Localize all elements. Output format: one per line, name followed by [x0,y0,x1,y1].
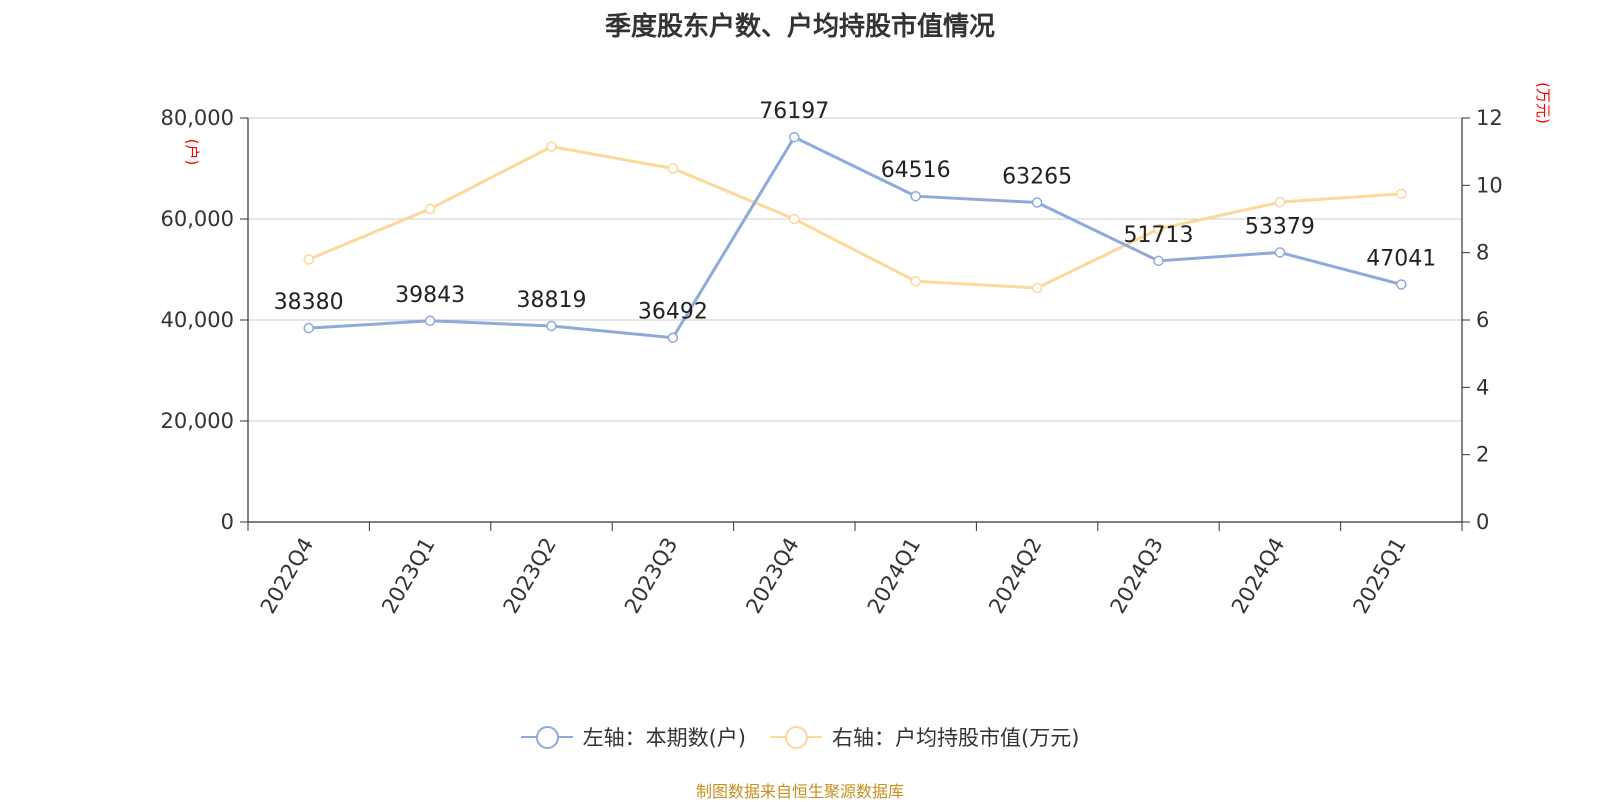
legend-symbol-left [520,725,573,749]
x-axis-tick-label: 2024Q3 [1106,534,1168,618]
left-axis-tick-label: 20,000 [161,409,234,433]
right-axis-unit: (万元) [1534,82,1552,124]
x-axis-tick-label: 2024Q1 [863,534,925,618]
right-series-line [308,145,1402,290]
right-series-point [424,203,436,215]
right-series-point [303,254,314,265]
legend: 左轴：本期数(户) 右轴：户均持股市值(万元) [0,722,1600,752]
right-series-point [667,163,679,174]
right-series-point [1274,196,1286,208]
legend-symbol-right [770,725,822,749]
left-axis-tick-label: 40,000 [161,308,234,332]
left-series-point [789,131,800,143]
left-series-data-label: 47041 [1366,246,1436,271]
legend-item-right-series[interactable]: 右轴：户均持股市值(万元) [770,722,1079,752]
x-axis-tick-label: 2025Q1 [1348,534,1410,618]
left-series-point [1153,255,1164,267]
right-axis-tick-label: 8 [1476,241,1489,265]
left-series-data-label: 64516 [881,158,951,183]
x-axis-tick-label: 2023Q3 [620,534,682,618]
x-axis-tick-label: 2022Q4 [256,534,318,618]
left-series-point [1031,197,1043,208]
left-series-data-label: 39843 [395,283,465,308]
left-series-point [546,320,557,332]
left-series-point [303,322,314,334]
x-axis-tick-label: 2023Q4 [741,534,803,618]
left-series-point [667,332,679,343]
right-series-point [1031,282,1043,294]
left-series-point [910,190,921,202]
right-series-point [910,276,921,287]
right-axis-tick-label: 2 [1476,443,1489,467]
left-axis-tick-label: 60,000 [161,207,234,231]
left-series-data-label: 63265 [1002,165,1072,190]
right-axis-tick-label: 4 [1476,375,1489,399]
x-axis-tick-label: 2023Q1 [377,534,439,618]
left-series-data-label: 38380 [274,290,344,315]
left-series-point [424,315,436,327]
left-series-data-label: 76197 [759,99,829,124]
x-axis-tick-label: 2023Q2 [499,534,561,618]
legend-item-left-series[interactable]: 左轴：本期数(户) [520,722,746,752]
left-series-data-label: 53379 [1245,214,1315,239]
legend-label-left: 左轴：本期数(户) [582,726,746,750]
source-note: 制图数据来自恒生聚源数据库 [695,782,904,801]
right-axis-tick-label: 0 [1476,510,1489,534]
left-series-data-label: 38819 [517,288,587,313]
chart-title: 季度股东户数、户均持股市值情况 [604,12,995,42]
left-series-line [308,135,1402,340]
x-axis-tick-label: 2024Q2 [984,534,1046,618]
left-axis-unit: (户) [183,139,201,166]
left-series-data-label: 36492 [638,300,708,325]
right-axis-tick-label: 10 [1476,173,1503,197]
x-axis-tick-label: 2024Q4 [1227,534,1289,618]
left-series-data-label: 51713 [1124,223,1194,248]
right-series-point [546,141,557,152]
legend-label-right: 右轴：户均持股市值(万元) [832,726,1080,750]
right-series-point [789,213,800,225]
left-series-point [1396,279,1407,290]
left-axis-tick-label: 0 [221,510,234,534]
right-series-point [1153,223,1164,235]
right-axis-tick-label: 6 [1476,308,1489,332]
left-series-point [1274,247,1286,258]
right-series-point [1396,188,1407,199]
right-axis-tick-label: 12 [1476,106,1503,130]
left-axis-tick-label: 80,000 [161,106,234,130]
